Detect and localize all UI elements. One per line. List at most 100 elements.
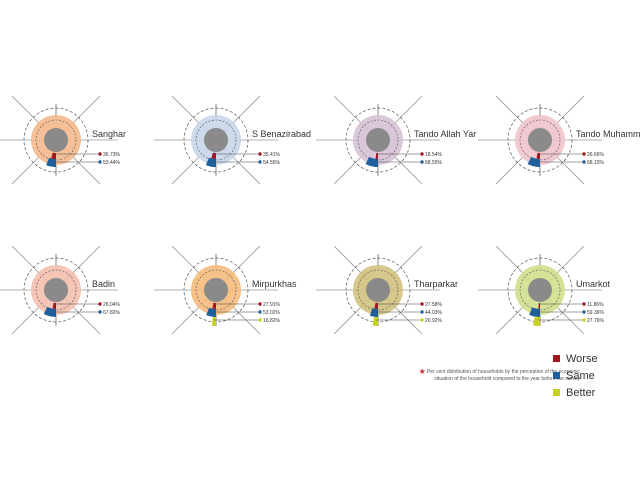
value-label-same: 68.15% <box>587 160 605 166</box>
legend-item-better: Better <box>553 384 598 401</box>
sector-same <box>369 308 378 317</box>
sector-worse <box>374 302 378 309</box>
ring-inner <box>195 269 237 311</box>
leader-dot-same <box>98 310 102 314</box>
value-label-same: 59.36% <box>587 310 605 316</box>
value-label-better: 20.92% <box>425 318 443 324</box>
ring-inner <box>519 119 561 161</box>
core-circle <box>366 278 390 302</box>
value-label-same: 44.03% <box>425 310 443 316</box>
leader-dot-worse <box>258 302 262 306</box>
leader-dot-worse <box>258 152 262 156</box>
footnote: ★Per cent distribution of households by … <box>330 368 580 383</box>
ring-inner <box>519 269 561 311</box>
leader-dot-better <box>420 318 424 322</box>
ring-inner <box>357 269 399 311</box>
sector-worse <box>52 302 56 309</box>
legend-item-same: Same <box>553 367 598 384</box>
leader-dot-same <box>98 160 102 164</box>
value-label-worse: 35.41% <box>263 152 281 158</box>
sector-worse <box>375 152 378 159</box>
core-circle <box>528 128 552 152</box>
ring-inner <box>35 119 77 161</box>
sector-same <box>43 306 56 317</box>
value-label-worse: 36.73% <box>103 152 121 158</box>
core-circle <box>366 128 390 152</box>
district-chart: 27.58% 44.03% 20.92% Tharparkar <box>316 245 458 335</box>
leader-dot-same <box>582 160 586 164</box>
value-label-same: 53.02% <box>263 310 281 316</box>
legend-swatch-same <box>553 372 560 379</box>
district-chart: 26.04% 67.82% Badin <box>0 245 121 335</box>
legend-item-worse: Worse <box>553 350 598 367</box>
footnote-line-2: situation of the household compared to t… <box>434 376 580 382</box>
sector-same <box>365 156 378 167</box>
core-circle <box>204 128 228 152</box>
sector-better <box>211 316 216 326</box>
core-circle <box>204 278 228 302</box>
value-label-worse: 27.91% <box>263 302 281 308</box>
district-chart: 11.86% 59.36% 27.76% Umarkot <box>478 245 611 335</box>
sector-same <box>206 307 216 317</box>
district-name: Badin <box>92 279 115 289</box>
value-label-same: 67.82% <box>103 310 121 316</box>
value-label-better: 27.76% <box>587 318 605 324</box>
leader-dot-worse <box>98 302 102 306</box>
ring-outer <box>23 257 89 323</box>
value-label-same: 53.44% <box>103 160 121 166</box>
value-label-worse: 26.04% <box>103 302 121 308</box>
ring-inner <box>357 119 399 161</box>
value-label-same: 68.55% <box>425 160 443 166</box>
district-chart: 35.41% 54.55% S Benazirabad <box>154 95 311 185</box>
leader-dot-worse <box>582 152 586 156</box>
core-circle <box>44 278 68 302</box>
value-label-better: 16.82% <box>263 318 281 324</box>
leader-dot-same <box>258 160 262 164</box>
leader-dot-same <box>420 310 424 314</box>
ring-outer <box>183 107 249 173</box>
leader-dot-worse <box>420 302 424 306</box>
footnote-star-icon: ★ <box>418 367 426 376</box>
sector-better <box>372 316 378 326</box>
leader-dot-worse <box>420 152 424 156</box>
sector-worse <box>538 302 540 309</box>
leader-dot-same <box>258 310 262 314</box>
leader-dot-worse <box>582 302 586 306</box>
legend-swatch-better <box>553 389 560 396</box>
leader-dot-better <box>582 318 586 322</box>
district-chart: 18.54% 68.55% Tando Allah Yar <box>316 95 476 185</box>
sector-worse <box>536 152 540 159</box>
core-circle <box>44 128 68 152</box>
ring-outer <box>345 107 411 173</box>
district-name: Mirpurkhas <box>252 279 297 289</box>
legend-label-worse: Worse <box>566 352 598 365</box>
leader-dot-better <box>258 318 262 322</box>
sector-worse <box>212 302 216 309</box>
district-name: Tharparkar <box>414 279 458 289</box>
legend-swatch-worse <box>553 355 560 362</box>
district-chart: 27.91% 53.02% 16.82% Mirpurkhas <box>154 245 297 335</box>
ring-outer <box>507 107 573 173</box>
sector-better <box>533 316 540 326</box>
sector-same <box>529 307 540 317</box>
value-label-worse: 18.54% <box>425 152 443 158</box>
district-name: Umarkot <box>576 279 611 289</box>
leader-dot-same <box>420 160 424 164</box>
core-circle <box>528 278 552 302</box>
legend-label-same: Same <box>566 369 595 382</box>
district-name: Tando Muhammad Khan <box>576 129 640 139</box>
sector-same <box>205 157 216 167</box>
value-label-worse: 26.66% <box>587 152 605 158</box>
ring-inner <box>35 269 77 311</box>
ring-inner <box>195 119 237 161</box>
district-name: Sanghar <box>92 129 126 139</box>
legend-label-better: Better <box>566 386 596 399</box>
legend: Worse Same Better <box>553 350 598 401</box>
district-name: Tando Allah Yar <box>414 129 476 139</box>
ring-outer <box>23 107 89 173</box>
leader-dot-worse <box>98 152 102 156</box>
district-chart: 26.66% 68.15% Tando Muhammad Khan <box>478 95 640 185</box>
sector-same <box>46 157 56 167</box>
sector-same <box>527 156 540 167</box>
